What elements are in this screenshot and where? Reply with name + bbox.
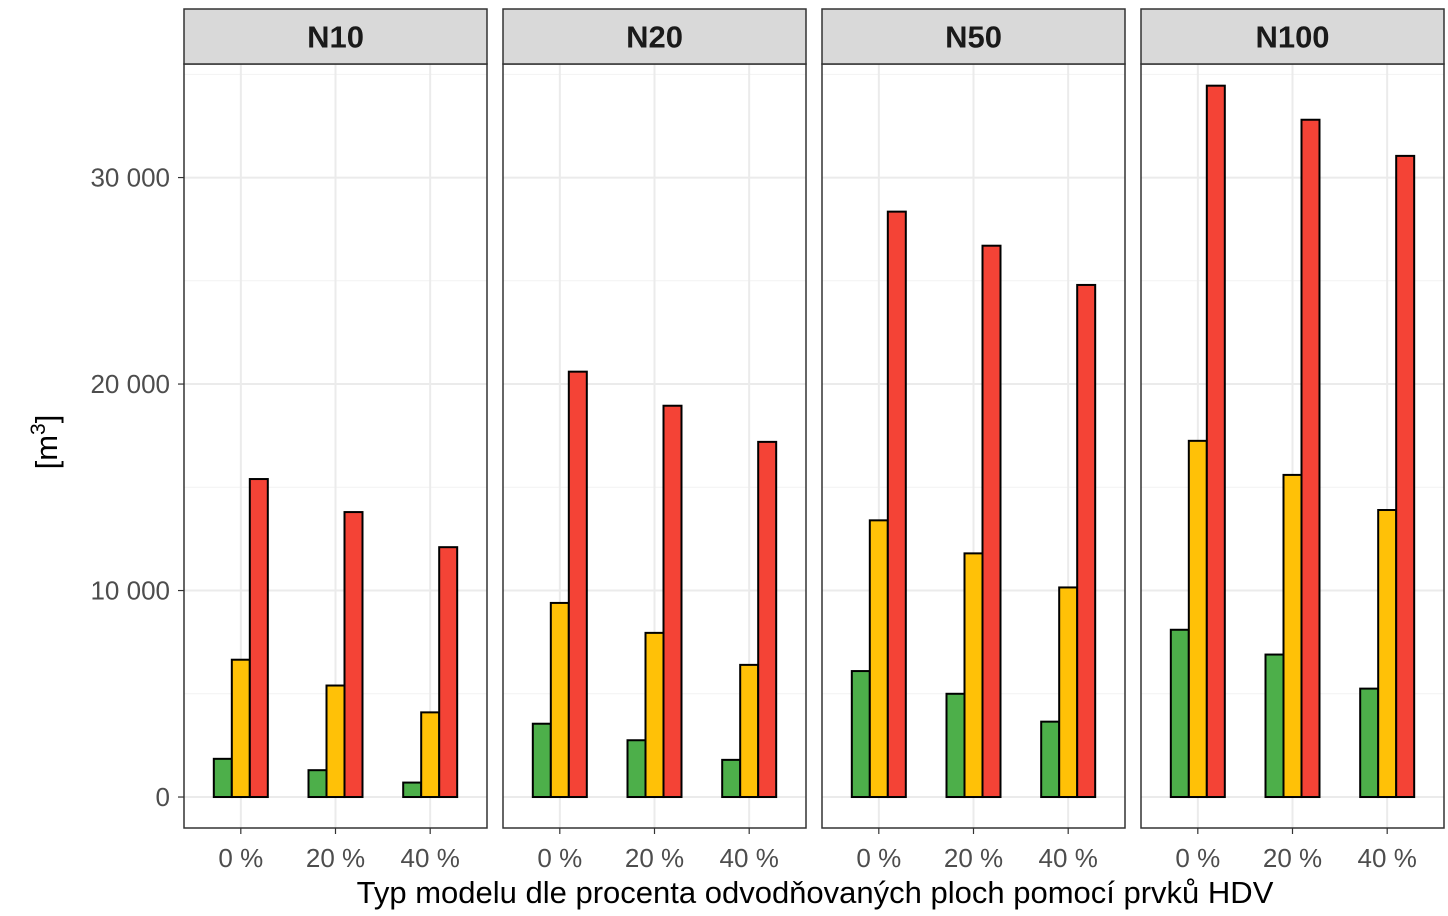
bar: [230, 658, 251, 799]
bar: [1058, 586, 1079, 799]
bar: [212, 757, 233, 799]
x-tick-label: 0 %: [856, 843, 901, 873]
facet-panel-n10: 0 % 20 % 40 % N10: [183, 8, 488, 873]
strip-background: [502, 8, 807, 65]
bar: [343, 511, 364, 799]
bar: [1282, 473, 1303, 799]
bar: [531, 722, 552, 799]
bar: [402, 781, 423, 799]
x-tick-label: 20 %: [1263, 843, 1322, 873]
facet-panel-n20: 0 % 20 % 40 % N20: [502, 8, 807, 873]
bar: [1169, 628, 1190, 799]
y-axis-title-main: [m: [29, 435, 64, 469]
bar: [420, 711, 441, 799]
bar: [1040, 720, 1061, 799]
bar: [1264, 653, 1285, 799]
bar: [886, 210, 907, 799]
x-tick-label: 20 %: [625, 843, 684, 873]
y-tick-label: 30 000: [90, 163, 170, 193]
x-tick-label: 40 %: [401, 843, 460, 873]
y-tick-label: 0: [156, 782, 170, 812]
bar: [1395, 154, 1416, 799]
bar: [721, 758, 742, 799]
bar: [438, 546, 459, 799]
strip-title: N100: [1255, 20, 1329, 55]
bar: [1076, 283, 1097, 799]
y-axis-title-close: ]: [29, 415, 64, 424]
strip-title: N50: [945, 20, 1002, 55]
x-tick-label: 0 %: [537, 843, 582, 873]
strip-background: [1140, 8, 1445, 65]
x-tick-label: 40 %: [720, 843, 779, 873]
panels-layer: 0 % 20 % 40 % N10 0 % 20 % 40 % N20 0 % 20 % 40 % N…: [183, 8, 1445, 873]
strip-background: [821, 8, 1126, 65]
bar: [868, 519, 889, 799]
strip-title: N10: [307, 20, 364, 55]
bar: [850, 670, 871, 799]
facet-panel-n50: 0 % 20 % 40 % N50: [821, 8, 1126, 873]
x-tick-label: 20 %: [944, 843, 1003, 873]
y-tick-label: 10 000: [90, 576, 170, 606]
bar: [307, 769, 328, 799]
bar: [1359, 687, 1380, 799]
bar: [981, 244, 1002, 799]
bar: [945, 692, 966, 799]
x-tick-label: 0 %: [1175, 843, 1220, 873]
strip-background: [183, 8, 488, 65]
bar: [1377, 509, 1398, 799]
bar: [567, 370, 588, 799]
x-axis-title: Typ modelu dle procenta odvodňovaných pl…: [357, 875, 1274, 910]
bar: [644, 631, 665, 799]
facet-panel-n100: 0 % 20 % 40 % N100: [1140, 8, 1445, 873]
bar: [1187, 439, 1208, 799]
bar: [1300, 118, 1321, 799]
x-tick-label: 40 %: [1358, 843, 1417, 873]
strip-title: N20: [626, 20, 683, 55]
bar: [739, 663, 760, 799]
x-tick-label: 40 %: [1039, 843, 1098, 873]
bar: [626, 739, 647, 799]
x-tick-label: 0 %: [218, 843, 263, 873]
bar: [662, 404, 683, 799]
bar: [248, 478, 269, 799]
y-axis: 0 10 000 20 000 30 000: [90, 163, 184, 812]
y-axis-title-superscript: 3: [27, 423, 50, 435]
x-tick-label: 20 %: [306, 843, 365, 873]
y-tick-label: 20 000: [90, 369, 170, 399]
bar: [549, 601, 570, 799]
bar: [757, 440, 778, 799]
bar: [963, 552, 984, 799]
bar: [325, 684, 346, 799]
y-axis-title: [m3]: [27, 415, 64, 470]
bar: [1205, 84, 1226, 799]
